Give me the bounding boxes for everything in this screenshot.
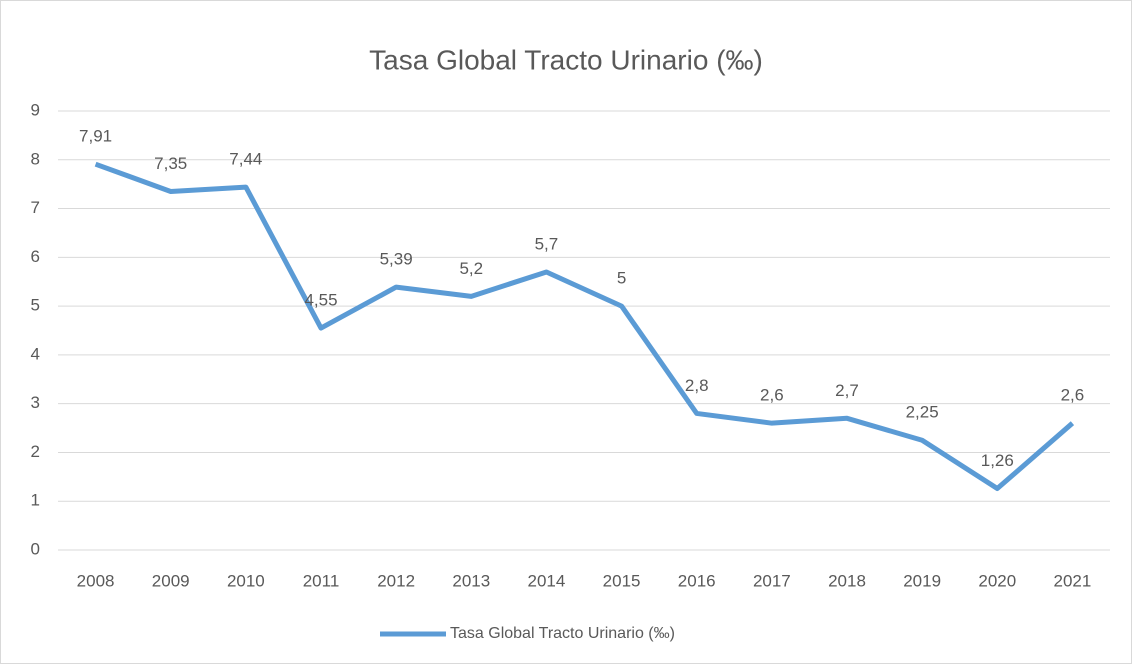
- y-tick-label: 2: [31, 442, 40, 461]
- x-tick-label: 2011: [303, 571, 340, 590]
- data-label: 2,6: [1061, 386, 1085, 405]
- y-tick-label: 4: [31, 344, 40, 363]
- y-tick-label: 8: [31, 149, 40, 168]
- x-tick-label: 2013: [452, 571, 490, 590]
- y-tick-label: 7: [31, 198, 40, 217]
- x-tick-label: 2017: [753, 571, 791, 590]
- data-label: 7,44: [229, 150, 262, 169]
- y-tick-label: 6: [31, 247, 40, 266]
- x-tick-label: 2019: [903, 571, 941, 590]
- y-tick-label: 3: [31, 393, 40, 412]
- x-tick-label: 2014: [528, 571, 566, 590]
- y-tick-label: 1: [31, 491, 40, 510]
- x-tick-label: 2010: [227, 571, 265, 590]
- data-label: 7,35: [154, 154, 187, 173]
- series-line: [94, 161, 1075, 492]
- y-tick-label: 9: [31, 100, 40, 119]
- x-tick-label: 2020: [978, 571, 1016, 590]
- data-label: 2,7: [835, 381, 859, 400]
- x-tick-label: 2018: [828, 571, 866, 590]
- x-tick-label: 2012: [377, 571, 415, 590]
- x-tick-label: 2021: [1054, 571, 1092, 590]
- x-tick-label: 2009: [152, 571, 190, 590]
- data-label: 5,39: [380, 250, 413, 269]
- data-label: 5,7: [535, 234, 559, 253]
- data-label: 2,6: [760, 386, 784, 405]
- data-label: 7,91: [79, 127, 112, 146]
- data-label: 4,55: [304, 291, 337, 310]
- x-tick-label: 2016: [678, 571, 716, 590]
- data-label: 2,8: [685, 376, 709, 395]
- data-label: 1,26: [981, 451, 1014, 470]
- x-tick-label: 2015: [603, 571, 641, 590]
- chart-title: Tasa Global Tracto Urinario (‰): [369, 44, 763, 75]
- x-tick-label: 2008: [77, 571, 115, 590]
- data-label: 5,2: [459, 259, 483, 278]
- data-label: 5: [617, 269, 626, 288]
- y-tick-label: 5: [31, 296, 40, 315]
- y-tick-label: 0: [31, 539, 40, 558]
- legend-label: Tasa Global Tracto Urinario (‰): [450, 625, 675, 642]
- data-label: 2,25: [906, 403, 939, 422]
